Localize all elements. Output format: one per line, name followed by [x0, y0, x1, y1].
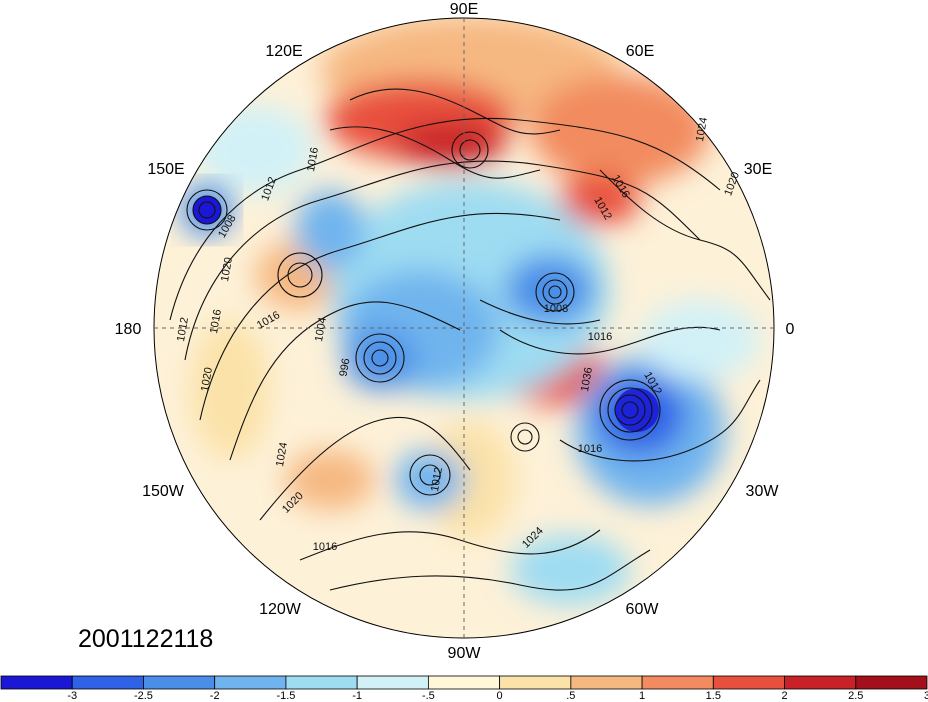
colorbar-label: -2.5: [134, 690, 153, 702]
contour-label: 1016: [588, 331, 612, 343]
colorbar-label: 1: [639, 690, 645, 702]
lon-label-right-lower: 30W: [746, 483, 780, 500]
colorbar-box: [712, 675, 785, 690]
colorbar-label: .5: [566, 690, 575, 702]
contour-label: 1016: [578, 443, 602, 455]
contour-label: 1016: [313, 541, 337, 553]
colorbar-box: [0, 675, 73, 690]
contour-label: 1024: [694, 116, 710, 142]
anomaly-shading: [154, 18, 774, 638]
contour-label: 1008: [544, 303, 568, 315]
colorbar-labels: -3 -2.5 -2 -1.5 -1 -.5 0 .5 1 1.5 2 2.5 3: [67, 690, 928, 702]
colorbar-label: 3: [924, 690, 928, 702]
lon-label-top: 90E: [450, 1, 478, 18]
date-stamp: 2001122118: [78, 625, 213, 653]
colorbar-label: 0: [497, 690, 503, 702]
colorbar-box: [641, 675, 714, 690]
contour-label: 996: [338, 357, 353, 377]
colorbar-label: 1.5: [706, 690, 721, 702]
lon-label-bottom: 90W: [448, 645, 482, 662]
contour-label: 1016: [208, 308, 224, 334]
lon-label-left-lower: 150W: [142, 483, 185, 500]
colorbar-box: [784, 675, 857, 690]
colorbar-label: -3: [67, 690, 77, 702]
colorbar-box: [570, 675, 643, 690]
lon-label-upper-right: 60E: [626, 43, 654, 60]
lon-label-right-upper: 30E: [744, 161, 772, 178]
colorbar-box: [214, 675, 287, 690]
contour-label: 1020: [219, 256, 235, 282]
colorbar: [0, 675, 928, 690]
contour-label: 1004: [313, 316, 329, 342]
colorbar-box: [285, 675, 358, 690]
colorbar-label: -1.5: [276, 690, 295, 702]
colorbar-box: [855, 675, 928, 690]
lon-label-left: 180: [115, 321, 142, 338]
contour-label: 1020: [199, 366, 215, 392]
lon-label-left-upper: 150E: [147, 161, 184, 178]
contour-label: 1016: [305, 146, 321, 172]
colorbar-box: [356, 675, 429, 690]
contour-label: 1012: [175, 316, 191, 342]
colorbar-box: [143, 675, 216, 690]
colorbar-label: -.5: [422, 690, 435, 702]
isobar-contours: [169, 88, 771, 591]
contour-label: 1024: [274, 441, 290, 467]
colorbar-box: [71, 675, 144, 690]
lon-label-upper-left: 120E: [265, 43, 302, 60]
colorbar-label: -1: [352, 690, 362, 702]
colorbar-box: [427, 675, 501, 690]
colorbar-label: 2: [781, 690, 787, 702]
lon-label-lower-left: 120W: [259, 601, 302, 618]
contour-label: 1036: [579, 366, 595, 392]
colorbar-box: [499, 675, 572, 690]
colorbar-label: 2.5: [848, 690, 863, 702]
colorbar-label: -2: [210, 690, 220, 702]
lon-label-right: 0: [786, 321, 795, 338]
lon-label-lower-right: 60W: [626, 601, 660, 618]
contour-label: 1012: [429, 466, 445, 492]
